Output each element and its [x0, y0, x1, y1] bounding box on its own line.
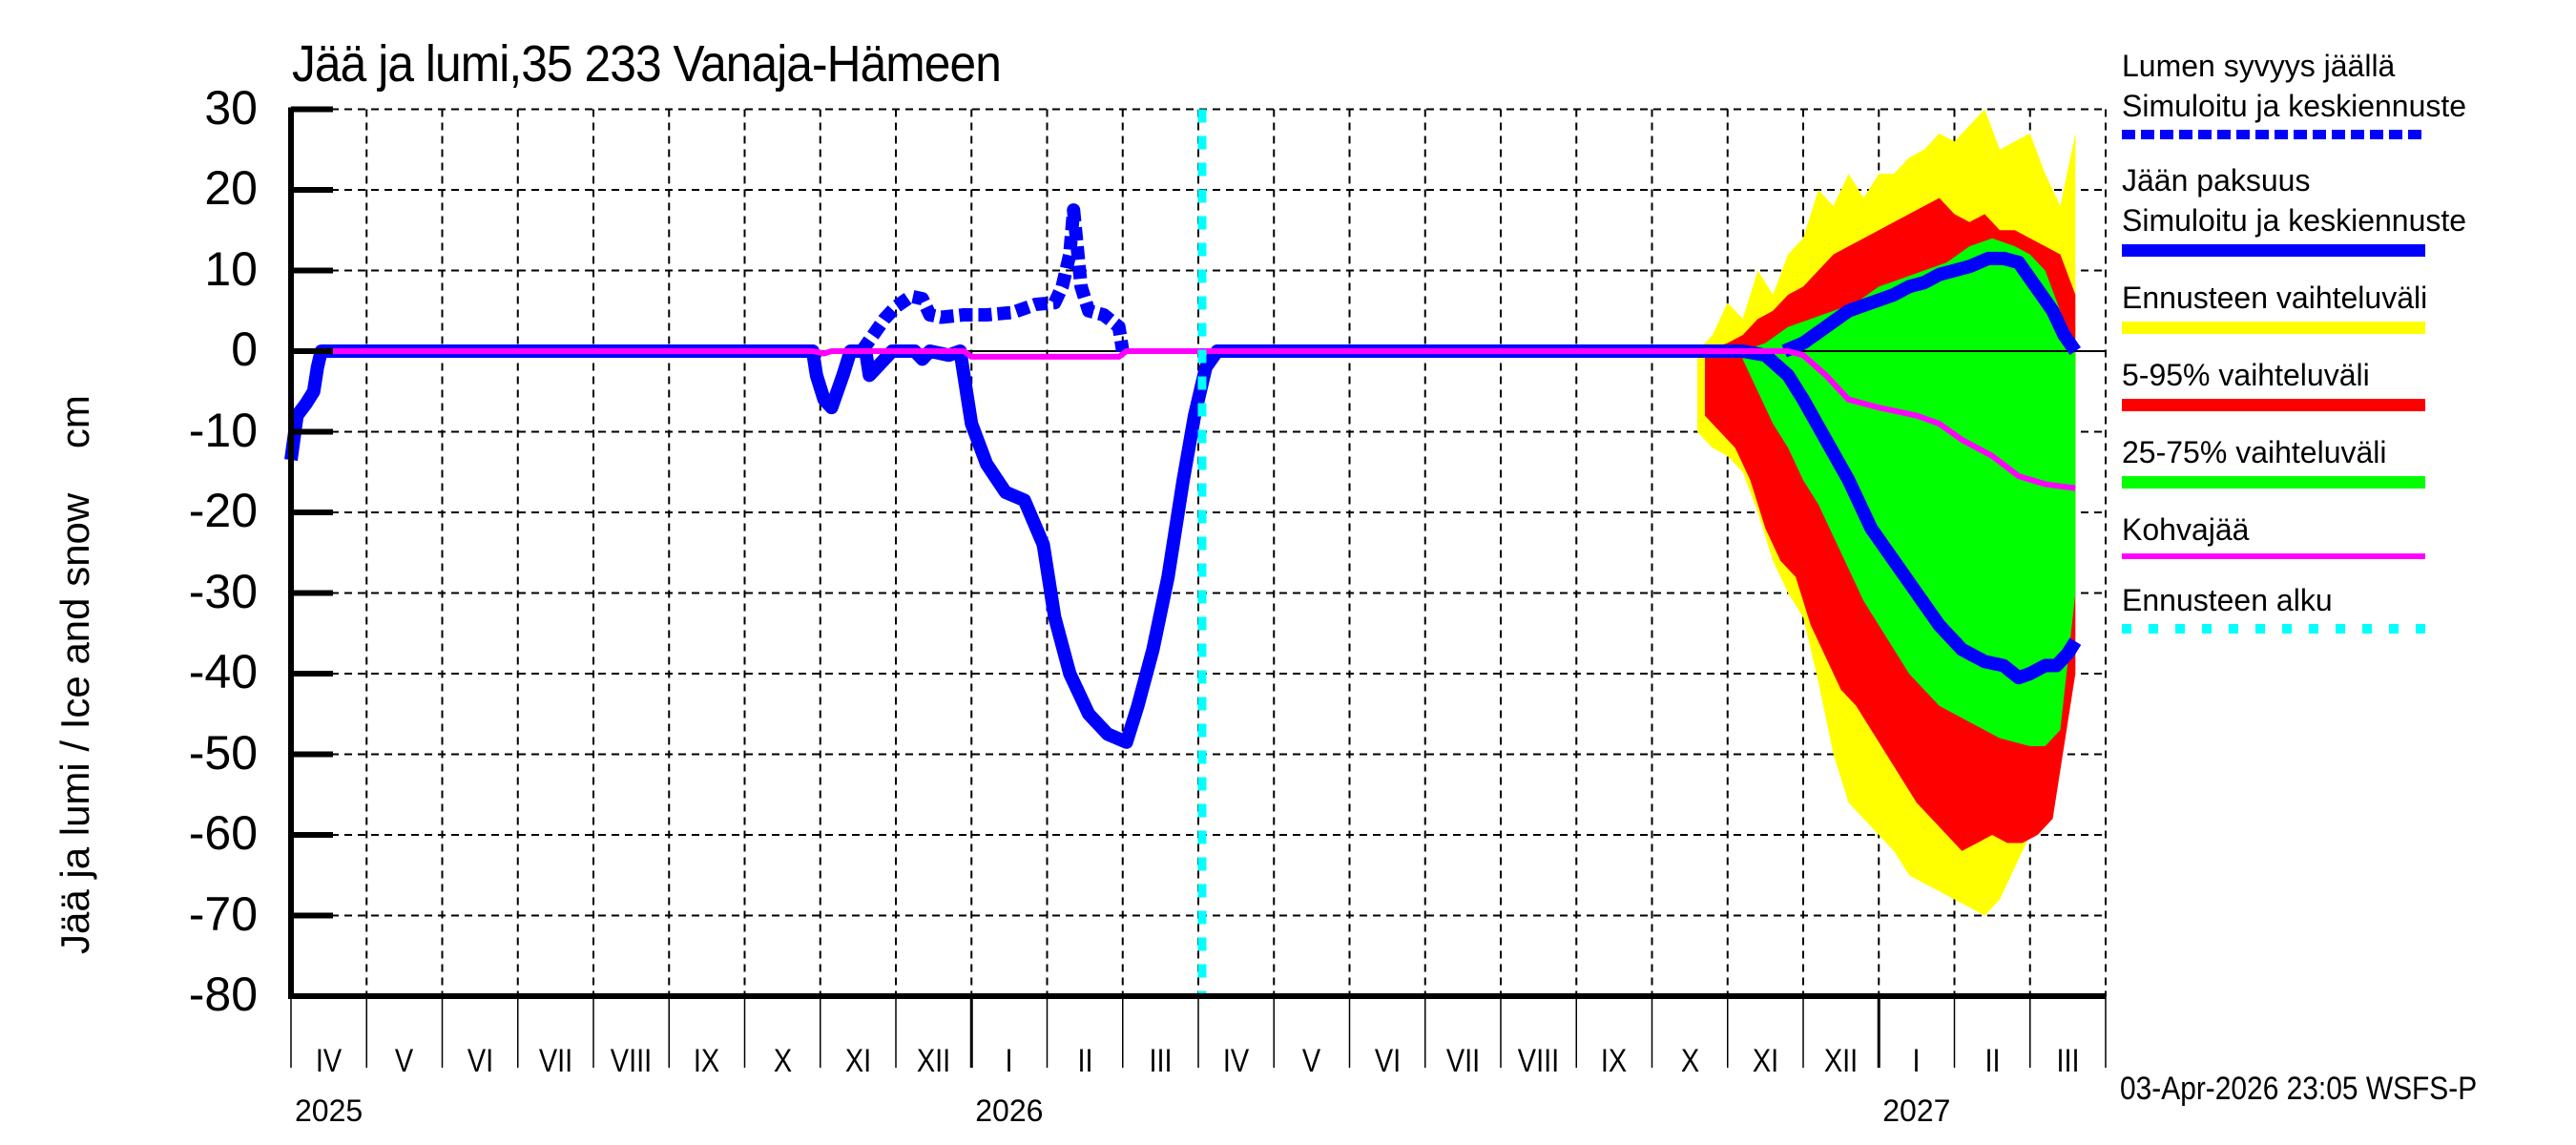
x-month-label: VIII: [1517, 1043, 1560, 1079]
legend-swatch: [2122, 624, 2425, 634]
series-line-2: [1781, 251, 2082, 358]
x-month-label: XII: [1823, 1043, 1859, 1079]
x-month-label: IX: [1601, 1043, 1628, 1079]
series-line-0: [856, 203, 1130, 356]
legend-label: Kohvajää: [2122, 512, 2250, 547]
y-tick-label: 20: [204, 161, 258, 215]
legend-swatch: [2122, 399, 2425, 411]
series-line-3: [291, 348, 2076, 491]
x-month-label: II: [1984, 1043, 2001, 1079]
x-year-label: 2027: [1882, 1093, 1951, 1128]
x-month-label: V: [1302, 1043, 1321, 1079]
x-month-label: IV: [315, 1043, 343, 1079]
x-month-label: VIII: [610, 1043, 653, 1079]
x-month-label: XI: [844, 1043, 871, 1079]
y-tick-label: -30: [188, 564, 258, 618]
y-tick-label: -20: [188, 484, 258, 537]
legend-item: Lumen syvyys jäällä Simuloitu ja keskienn…: [2122, 46, 2570, 139]
y-tick-label: 30: [204, 80, 258, 135]
x-month-label: VII: [538, 1043, 572, 1079]
x-month-label: XI: [1752, 1043, 1778, 1079]
legend-label: 25-75% vaihteluväli: [2122, 435, 2387, 469]
legend-label: 5-95% vaihteluväli: [2122, 358, 2370, 392]
legend-item: 5-95% vaihteluväli: [2122, 355, 2570, 411]
legend-swatch: [2122, 322, 2425, 334]
x-month-label: X: [1680, 1043, 1699, 1079]
x-month-label: VI: [467, 1043, 493, 1079]
y-tick-label: -60: [188, 806, 258, 860]
legend-item: Kohvajää: [2122, 510, 2570, 559]
x-month-label: VII: [1445, 1043, 1480, 1079]
x-month-label: X: [773, 1043, 792, 1079]
x-year-label: 2025: [295, 1093, 364, 1128]
x-month-label: V: [395, 1043, 414, 1079]
x-month-label: XII: [916, 1043, 951, 1079]
x-month-label: IV: [1222, 1043, 1250, 1079]
band-00ff00: [1742, 238, 2076, 747]
y-tick-label: -80: [188, 968, 258, 1021]
legend-item: 25-75% vaihteluväli: [2122, 432, 2570, 489]
legend-swatch: [2122, 130, 2425, 139]
x-month-label: I: [1005, 1043, 1013, 1079]
x-month-label: I: [1912, 1043, 1921, 1079]
timestamp: 03-Apr-2026 23:05 WSFS-P: [2120, 1071, 2478, 1107]
y-axis-label: Jää ja lumi / Ice and snow cm: [52, 395, 97, 954]
x-month-label: II: [1076, 1043, 1093, 1079]
x-month-label: III: [2056, 1043, 2080, 1079]
y-tick-label: -70: [188, 886, 258, 941]
y-tick-label: 10: [204, 241, 258, 296]
legend-swatch: [2122, 553, 2425, 559]
legend-item: Ennusteen alku: [2122, 580, 2570, 634]
legend-swatch: [2122, 476, 2425, 489]
y-tick-label: 0: [231, 323, 258, 376]
legend-label: Ennusteen alku: [2122, 583, 2333, 617]
legend-label: Lumen syvyys jäällä: [2122, 49, 2396, 83]
legend-item: Jään paksuus Simuloitu ja keskiennuste: [2122, 160, 2570, 257]
legend: Lumen syvyys jäällä Simuloitu ja keskienn…: [2122, 46, 2570, 655]
y-tick-label: -50: [188, 725, 258, 780]
y-tick-label: -10: [188, 403, 258, 457]
legend-label: Simuloitu ja keskiennuste: [2122, 89, 2467, 123]
legend-swatch: [2122, 244, 2425, 257]
x-month-label: VI: [1374, 1043, 1401, 1079]
chart-title: Jää ja lumi,35 233 Vanaja-Hämeen: [292, 35, 1002, 93]
series-line-1: [284, 344, 2082, 749]
x-month-label: IX: [694, 1043, 720, 1079]
legend-item: Ennusteen vaihteluväli: [2122, 278, 2570, 334]
x-year-label: 2026: [975, 1093, 1044, 1128]
legend-label: Jään paksuus: [2122, 163, 2311, 198]
legend-label: Simuloitu ja keskiennuste: [2122, 203, 2467, 238]
y-tick-label: -40: [188, 645, 258, 698]
x-month-label: III: [1149, 1043, 1173, 1079]
legend-label: Ennusteen vaihteluväli: [2122, 281, 2428, 315]
